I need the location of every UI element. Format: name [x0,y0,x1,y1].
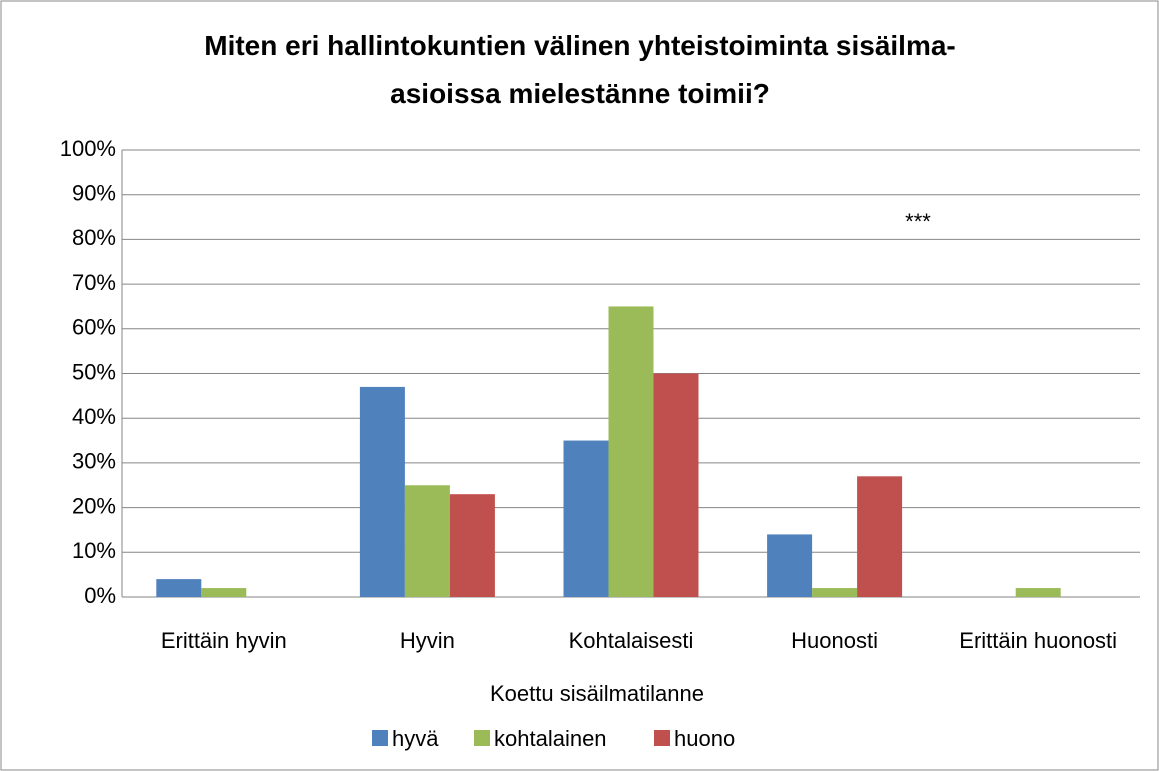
bar [201,588,247,597]
y-tick-label: 60% [72,315,116,340]
y-tick-label: 100% [60,136,116,161]
bar [359,386,405,597]
legend-swatch [654,730,670,746]
annotation: *** [905,209,931,234]
bar [608,306,654,597]
bar [653,373,699,597]
y-tick-label: 20% [72,493,116,518]
y-tick-label: 90% [72,181,116,206]
x-tick-label: Hyvin [399,628,455,653]
bar [857,476,903,597]
y-tick-label: 10% [72,538,116,563]
x-tick-label: Kohtalaisesti [568,628,694,653]
legend-swatch [372,730,388,746]
x-tick-label: Erittäin hyvin [160,628,287,653]
y-tick-label: 0% [84,583,116,608]
legend-label: kohtalainen [494,726,607,751]
legend-swatch [474,730,490,746]
legend-label: huono [674,726,735,751]
x-tick-label: Erittäin huonosti [959,628,1118,653]
y-tick-label: 50% [72,359,116,384]
bar [1015,588,1061,597]
bar [156,579,202,597]
bar [767,534,813,597]
bar [449,494,495,597]
y-tick-label: 80% [72,225,116,250]
x-tick-label: Huonosti [791,628,879,653]
legend-label: hyvä [392,726,439,751]
chart-title: Miten eri hallintokuntien välinen yhteis… [204,30,956,109]
bar [563,440,609,597]
bar [812,588,858,597]
y-tick-label: 70% [72,270,116,295]
bar [404,485,450,597]
y-tick-label: 30% [72,449,116,474]
y-tick-label: 40% [72,404,116,429]
legend-title: Koettu sisäilmatilanne [490,681,704,706]
